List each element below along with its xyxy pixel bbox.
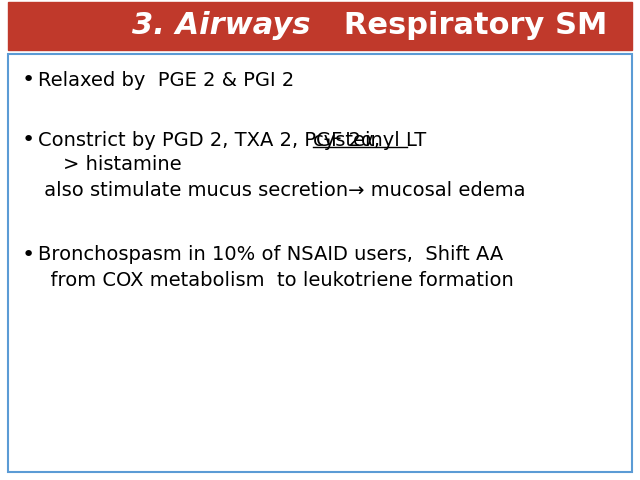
Text: •: • [22,70,35,90]
Text: also stimulate mucus secretion→ mucosal edema: also stimulate mucus secretion→ mucosal … [38,180,525,200]
Text: Constrict by PGD 2, TXA 2, PGF 2α,: Constrict by PGD 2, TXA 2, PGF 2α, [38,131,387,149]
Text: cysteinyl LT: cysteinyl LT [313,131,426,149]
Text: > histamine: > histamine [38,156,182,175]
FancyBboxPatch shape [8,54,632,472]
FancyBboxPatch shape [8,2,632,50]
Text: •: • [22,245,35,265]
Text: •: • [22,130,35,150]
Text: 3. Airways: 3. Airways [131,11,310,39]
Text: Relaxed by  PGE 2 & PGI 2: Relaxed by PGE 2 & PGI 2 [38,71,294,89]
Text: from COX metabolism  to leukotriene formation: from COX metabolism to leukotriene forma… [38,271,514,289]
Text: Bronchospasm in 10% of NSAID users,  Shift AA: Bronchospasm in 10% of NSAID users, Shif… [38,245,503,264]
Text: Respiratory SM: Respiratory SM [312,11,607,39]
